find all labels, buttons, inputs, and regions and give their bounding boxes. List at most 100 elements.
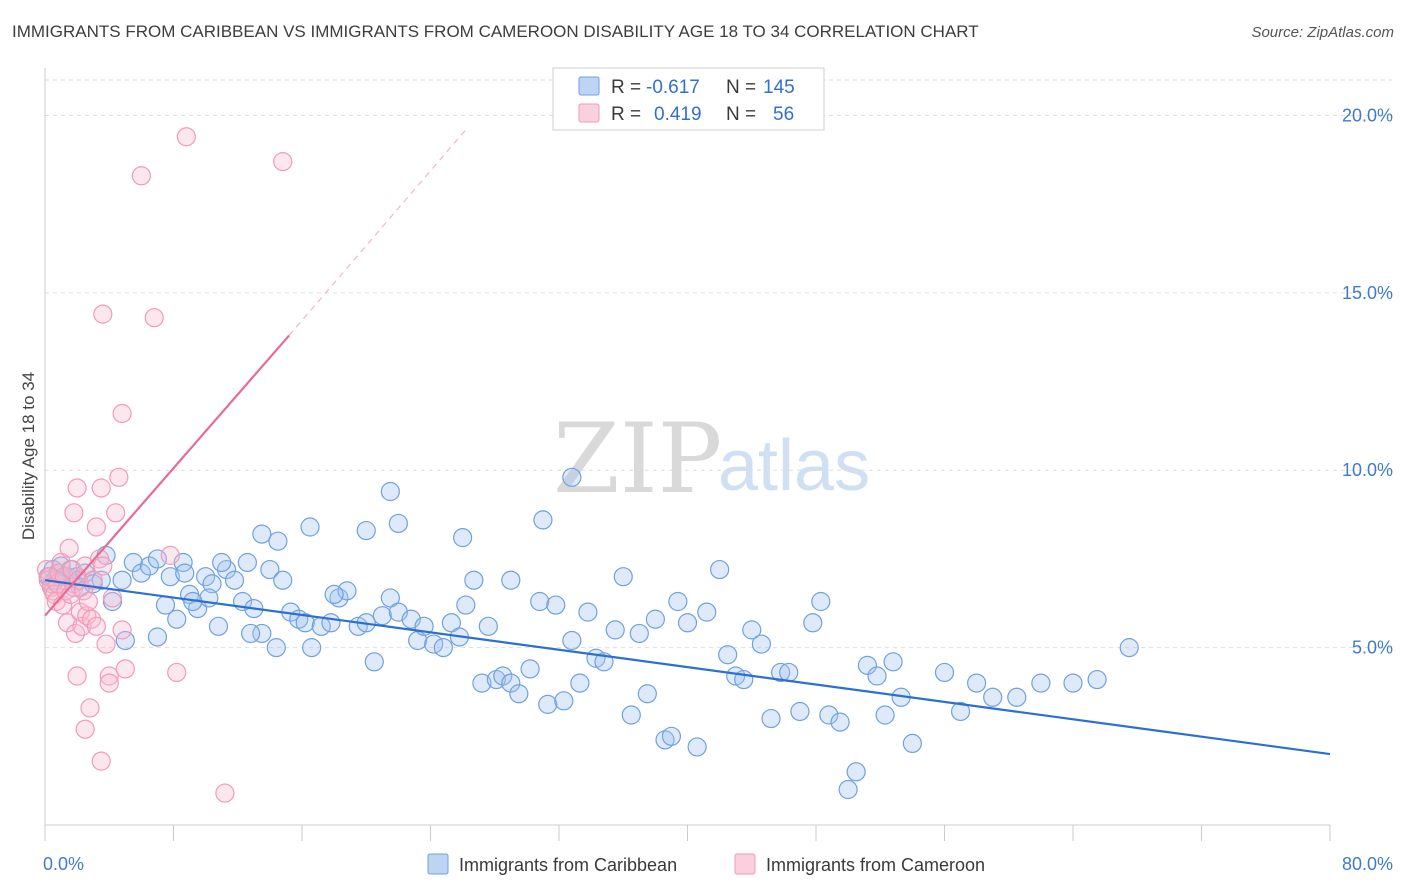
point-caribbean [237,552,257,573]
point-caribbean [761,708,781,729]
point-caribbean [533,510,553,530]
point-caribbean [212,552,232,573]
point-caribbean [790,701,810,722]
point-caribbean [372,606,392,626]
point-caribbean [295,613,315,633]
point-caribbean [771,662,791,683]
legend-n-label-cameroon: N = [726,104,756,125]
point-caribbean [520,659,540,679]
legend-swatch-caribbean [578,76,600,96]
point-cameroon [59,538,79,558]
point-caribbean [803,613,823,633]
point-cameroon [78,591,98,612]
point-caribbean [967,673,987,693]
y-tick-label: 10.0% [1342,460,1393,480]
x-tick-label: 0.0% [43,854,84,874]
point-caribbean [883,652,903,672]
point-caribbean [175,563,195,583]
point-caribbean [710,559,730,580]
point-caribbean [472,673,492,693]
point-caribbean [147,549,168,569]
point-cameroon [115,659,135,679]
y-tick-label: 5.0% [1352,638,1393,658]
point-caribbean [509,684,529,704]
point-caribbean [1119,638,1139,658]
point-caribbean [661,726,682,746]
point-caribbean [562,630,582,651]
point-cameroon [215,783,235,803]
point-caribbean [501,570,521,590]
point-caribbean [91,570,111,590]
watermark: ZIP atlas [553,403,870,515]
legend-n-value-caribbean: 145 [763,77,795,98]
point-caribbean [621,705,641,725]
point-caribbean [697,602,717,622]
point-cameroon [80,698,100,718]
point-cameroon [91,751,111,771]
point-cameroon [57,613,78,633]
point-caribbean [530,591,550,612]
point-caribbean [1087,669,1107,690]
point-caribbean [493,666,513,686]
y-tick-label: 20.0% [1342,105,1393,125]
point-caribbean [1007,687,1027,707]
axes [44,68,1331,841]
point-caribbean [260,559,280,580]
point-caribbean [337,581,357,601]
bottom-legend-label-caribbean: Immigrants from Caribbean [459,855,677,875]
point-caribbean [538,694,558,714]
point-caribbean [478,616,498,636]
point-caribbean [983,687,1003,707]
point-caribbean [950,701,971,722]
point-caribbean [112,570,132,590]
point-caribbean [645,609,665,629]
point-cameroon [102,588,123,608]
y-axis-title: Disability Age 18 to 34 [19,372,38,540]
point-caribbean [637,684,657,704]
point-caribbean [139,556,160,576]
point-caribbean [867,666,887,686]
legend-r-value-cameroon: 0.419 [654,104,702,125]
watermark-atlas: atlas [718,426,870,506]
point-caribbean [252,623,272,644]
point-caribbean [356,520,376,541]
point-caribbean [115,630,135,651]
point-cameroon [176,127,196,147]
legend-n-label-caribbean: N = [726,77,756,98]
point-caribbean [546,595,566,615]
y-tick-label: 15.0% [1342,283,1393,303]
point-cameroon [67,478,87,498]
bottom-legend-swatch-caribbean [427,853,449,875]
trend-line-caribbean [44,579,1331,756]
point-cameroon [273,151,293,172]
point-caribbean [875,705,895,725]
point-cameroon [131,166,151,186]
point-cameroon [112,403,132,424]
point-caribbean [811,591,831,612]
point-cameroon [160,545,180,565]
point-cameroon [99,666,119,686]
point-cameroon [96,634,116,654]
point-caribbean [453,528,473,548]
trend-line-cameroon [44,334,290,617]
point-caribbean [677,613,698,633]
legend-n-value-cameroon: 56 [773,104,794,125]
trend-extension-cameroon [288,129,467,336]
bottom-legend-label-cameroon: Immigrants from Cameroon [766,855,985,875]
point-caribbean [562,467,582,487]
point-caribbean [123,552,143,573]
point-caribbean [1031,673,1051,693]
point-cameroon [72,616,92,636]
point-cameroon [67,666,87,686]
point-caribbean [501,673,521,693]
point-caribbean [380,481,400,502]
point-caribbean [241,623,261,644]
point-caribbean [779,662,799,683]
point-caribbean [830,712,850,732]
y-tick-labels: 5.0% 10.0% 15.0% 20.0% [1342,105,1393,657]
point-cameroon [64,503,84,523]
point-caribbean [629,623,649,644]
point-cameroon [93,556,113,576]
point-caribbean [751,634,771,654]
